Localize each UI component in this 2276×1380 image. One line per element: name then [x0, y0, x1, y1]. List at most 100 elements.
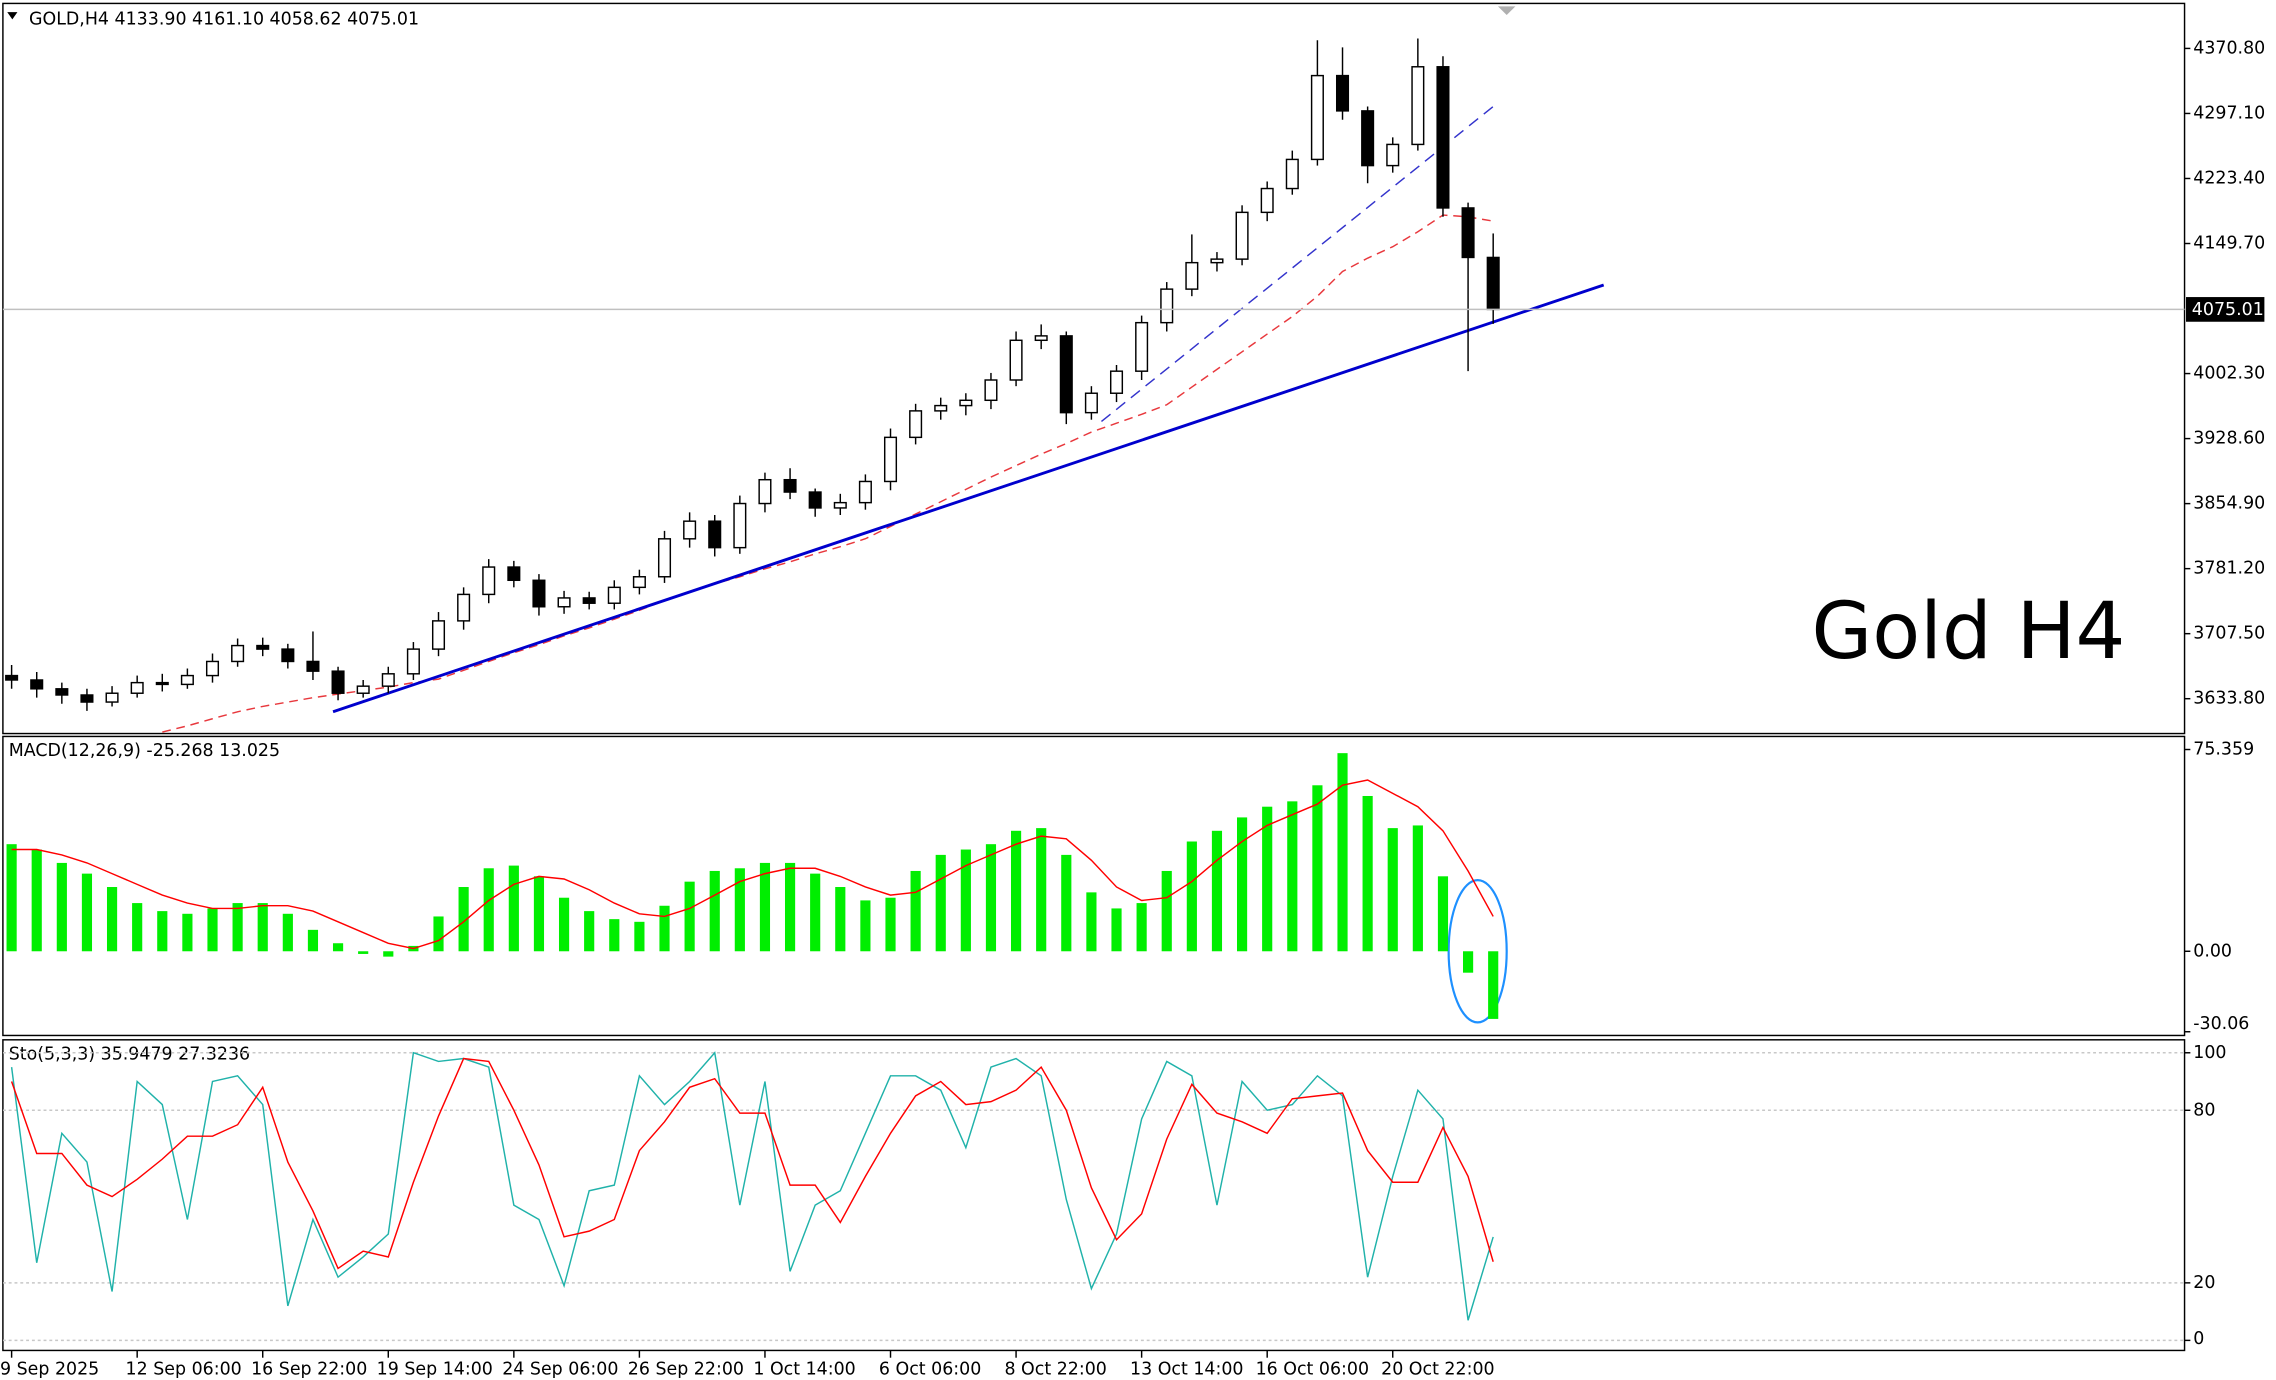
histogram-bar: [1161, 870, 1172, 952]
candle-body: [984, 379, 998, 402]
candle-body: [582, 597, 596, 604]
annotation: Gold H4: [1812, 586, 2126, 677]
candle-body: [231, 644, 245, 663]
histogram-bar: [910, 870, 921, 952]
histogram-bar: [1262, 806, 1273, 952]
histogram-bar: [734, 868, 745, 952]
y-tick-label: 75.359: [2193, 740, 2254, 760]
x-tick-label: 20 Oct 22:00: [1381, 1359, 1494, 1379]
histogram-bar: [81, 873, 93, 952]
histogram-bar: [1312, 785, 1323, 952]
candle-body: [1009, 339, 1023, 381]
histogram-bar: [157, 911, 168, 952]
pane-content: [2, 1051, 2185, 1342]
candle-body: [1235, 211, 1249, 260]
candle-body: [80, 694, 94, 703]
x-tick-label: 1 Oct 14:00: [753, 1359, 855, 1379]
histogram-bar: [207, 908, 218, 952]
candle-body: [356, 685, 370, 694]
macd-pane: [2, 735, 2186, 1037]
x-tick-label: 24 Sep 06:00: [502, 1359, 618, 1379]
histogram-bar: [1337, 753, 1348, 952]
histogram-bar: [483, 868, 494, 952]
candle-body: [1310, 74, 1324, 161]
histogram-bar: [307, 929, 319, 952]
price-label: 4075.01: [2192, 300, 2264, 320]
y-tick-label: 4297.10: [2193, 103, 2265, 123]
histogram-bar: [1362, 795, 1373, 952]
candle-body: [155, 681, 169, 686]
histogram-bar: [132, 903, 143, 952]
histogram-bar: [1010, 830, 1022, 952]
candle-body: [934, 404, 948, 412]
y-tick-label: 0: [2193, 1329, 2204, 1349]
y-tick-label: 3854.90: [2193, 494, 2265, 514]
candle-body: [1109, 370, 1124, 394]
histogram-bar: [508, 865, 519, 952]
y-tick-label: 20: [2193, 1273, 2215, 1293]
candle-body: [406, 648, 420, 675]
histogram-bar: [960, 849, 971, 952]
candle-body: [1260, 187, 1274, 214]
histogram-bar: [860, 900, 871, 952]
candle-body: [683, 520, 697, 540]
candle-body: [1436, 66, 1450, 209]
candle-body: [1160, 288, 1174, 324]
histogram-bar: [784, 862, 796, 952]
y-tick-label: 4149.70: [2193, 234, 2265, 254]
x-tick-label: 9 Sep 2025: [0, 1359, 99, 1379]
pane-content: [6, 753, 1499, 1019]
histogram-bar: [257, 903, 268, 952]
candle-body: [733, 502, 747, 549]
candle-body: [532, 579, 546, 608]
histogram-bar: [659, 905, 670, 952]
x-tick-label: 26 Sep 22:00: [628, 1359, 744, 1379]
y-tick-label: 4223.40: [2193, 168, 2265, 188]
x-tick-label: 19 Sep 14:00: [377, 1359, 493, 1379]
candle-body: [783, 478, 797, 493]
trendline: [332, 283, 1605, 714]
histogram-bar: [358, 951, 369, 954]
candle-body: [1135, 321, 1149, 372]
candle-body: [657, 538, 672, 578]
histogram-bar: [1387, 828, 1398, 952]
histogram-bar: [31, 849, 42, 952]
candle-body: [883, 436, 898, 483]
price-pane: [2, 2, 2186, 735]
histogram-bar: [1412, 825, 1423, 952]
y-tick-label: 4370.80: [2193, 38, 2265, 58]
histogram-bar: [759, 862, 771, 952]
candle-body: [708, 520, 722, 549]
y-tick-label: 4002.30: [2193, 364, 2265, 384]
histogram-bar: [1186, 841, 1197, 952]
x-tick-label: 6 Oct 06:00: [879, 1359, 981, 1379]
candle-body: [1210, 258, 1224, 264]
x-tick-label: 16 Oct 06:00: [1256, 1359, 1369, 1379]
candle-body: [1185, 261, 1199, 290]
candle-body: [758, 478, 772, 505]
highlight-ellipse: [1447, 879, 1508, 1024]
histogram-bar: [709, 870, 720, 952]
histogram-bar: [106, 887, 118, 952]
candle-body: [256, 644, 270, 650]
histogram-bar: [1111, 908, 1122, 952]
y-tick-label: 0.00: [2193, 941, 2232, 961]
candle-body: [55, 688, 69, 696]
histogram-bar: [458, 887, 469, 952]
menu-arrow: [7, 12, 18, 20]
candle-body: [1386, 143, 1400, 167]
histogram-bar: [684, 881, 695, 952]
candle-body: [833, 501, 847, 509]
price-label-box: [2186, 297, 2265, 322]
histogram-bar: [182, 913, 193, 952]
x-tick-label: 16 Sep 22:00: [251, 1359, 367, 1379]
candle-body: [909, 410, 923, 439]
candle-body: [1034, 335, 1048, 342]
candle-body: [381, 673, 395, 687]
histogram-bar: [810, 873, 821, 952]
histogram-bar: [1437, 876, 1449, 952]
candle-body: [1285, 158, 1299, 190]
histogram-bar: [433, 916, 444, 952]
candle-body: [457, 593, 471, 622]
histogram-bar: [383, 951, 394, 957]
